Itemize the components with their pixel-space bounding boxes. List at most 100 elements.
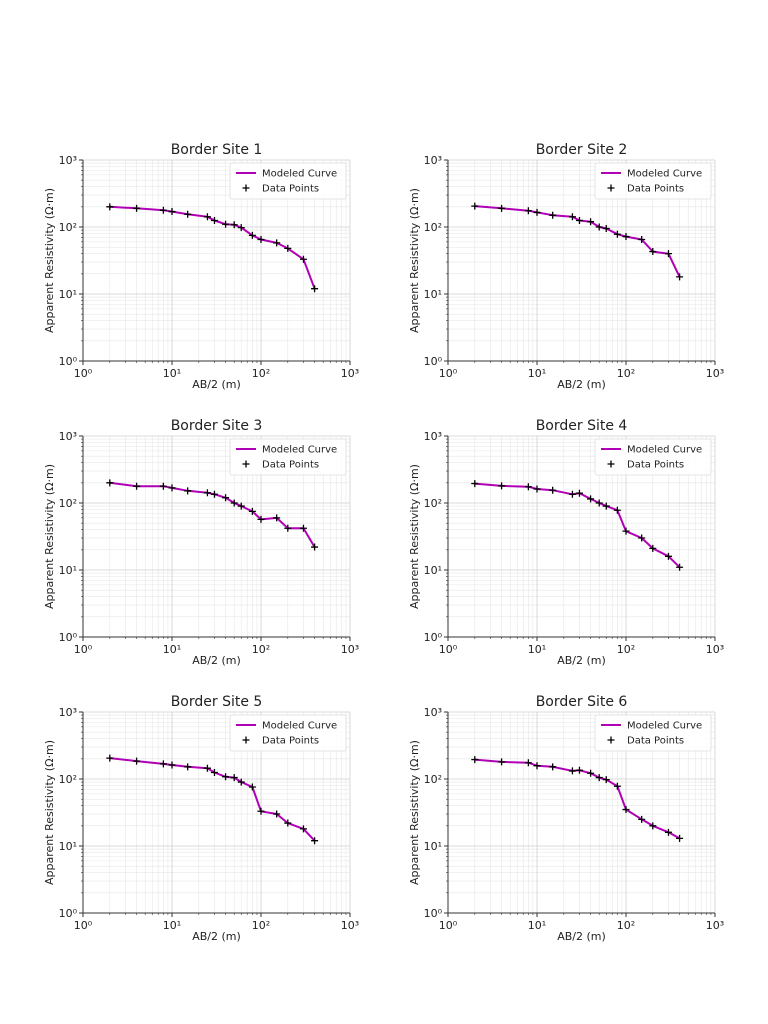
data-point-marker (311, 285, 319, 293)
data-point-marker (159, 206, 167, 214)
data-point-marker (222, 773, 230, 781)
data-point-marker (638, 534, 646, 542)
data-point-marker (575, 489, 583, 497)
y-tick-label: 10³ (59, 430, 77, 443)
x-tick-label: 10² (617, 919, 635, 932)
x-tick-label: 10³ (706, 919, 724, 932)
data-point-marker (676, 273, 684, 281)
modeled-curve-line (474, 482, 681, 568)
data-point-marker (549, 211, 557, 219)
chart-title: Border Site 2 (536, 142, 628, 158)
legend-marker-swatch (607, 184, 615, 192)
legend-box (594, 438, 712, 476)
data-point-marker (595, 499, 603, 507)
y-tick-label: 10⁰ (59, 907, 78, 920)
y-tick-label: 10⁰ (424, 355, 443, 368)
data-point-marker (549, 763, 557, 771)
data-point-marker (284, 819, 292, 827)
data-point-marker (248, 507, 256, 515)
data-point-marker (664, 552, 672, 560)
legend-label-modeled: Modeled Curve (627, 721, 702, 732)
data-point-marker (133, 204, 141, 212)
x-tick-label: 10¹ (163, 367, 181, 380)
x-axis-label: AB/2 (m) (192, 378, 241, 391)
y-tick-label: 10¹ (59, 840, 77, 853)
legend-label-data: Data Points (627, 460, 684, 471)
chart-panel-2: 10⁰ 10¹ 10² 10³ 10⁰ 10¹ 10² 10³ Border Site 2 AB/… (408, 142, 724, 391)
y-tick-label: 10³ (424, 430, 442, 443)
data-point-marker (284, 244, 292, 252)
data-point-marker (676, 834, 684, 842)
legend-label-modeled: Modeled Curve (262, 721, 337, 732)
y-tick-label: 10³ (424, 706, 442, 719)
data-point-marker (568, 767, 576, 775)
legend-label-data: Data Points (627, 184, 684, 195)
x-tick-label: 10² (252, 367, 270, 380)
data-point-marker (622, 233, 630, 241)
x-tick-label: 10⁰ (74, 643, 93, 656)
legend-label-data: Data Points (627, 736, 684, 747)
data-point-marker (638, 815, 646, 823)
chart-title: Border Site 3 (171, 418, 263, 434)
chart-title: Border Site 6 (536, 694, 628, 710)
modeled-curve-line (474, 205, 681, 278)
legend-marker-swatch (242, 736, 250, 744)
data-point-marker (622, 527, 630, 535)
x-tick-label: 10⁰ (439, 643, 458, 656)
modeled-curve-line (474, 758, 681, 840)
data-point-marker (602, 776, 610, 784)
legend-box (594, 714, 712, 752)
y-tick-label: 10² (59, 497, 77, 510)
y-tick-label: 10² (59, 221, 77, 234)
chart-title: Border Site 1 (171, 142, 263, 158)
x-tick-label: 10¹ (528, 643, 546, 656)
y-tick-label: 10³ (424, 154, 442, 167)
x-tick-label: 10⁰ (439, 367, 458, 380)
y-axis-label: Apparent Resistivity (Ω·m) (43, 188, 56, 333)
data-point-marker (664, 250, 672, 258)
modeled-curve-line (109, 205, 316, 290)
x-tick-label: 10² (617, 643, 635, 656)
data-point-marker (613, 506, 621, 514)
data-point-marker (602, 224, 610, 232)
data-point-marker (230, 774, 238, 782)
x-tick-label: 10⁰ (74, 367, 93, 380)
data-point-marker (273, 239, 281, 247)
chart-panel-5: 10⁰ 10¹ 10² 10³ 10⁰ 10¹ 10² 10³ Border Site 5 AB/… (43, 694, 359, 943)
data-point-marker (284, 524, 292, 532)
data-point-marker (549, 486, 557, 494)
legend-marker-swatch (607, 460, 615, 468)
data-point-marker (210, 490, 218, 498)
chart-title: Border Site 4 (536, 418, 628, 434)
y-axis-label: Apparent Resistivity (Ω·m) (43, 740, 56, 885)
data-point-marker (311, 837, 319, 845)
chart-panel-6: 10⁰ 10¹ 10² 10³ 10⁰ 10¹ 10² 10³ Border Site 6 AB/… (408, 694, 724, 943)
x-tick-label: 10⁰ (74, 919, 93, 932)
data-point-marker (498, 758, 506, 766)
data-point-marker (638, 236, 646, 244)
y-tick-label: 10¹ (424, 288, 442, 301)
y-axis-label: Apparent Resistivity (Ω·m) (43, 464, 56, 609)
data-point-marker (299, 524, 307, 532)
legend-box (229, 714, 347, 752)
legend-marker-swatch (242, 460, 250, 468)
legend-box (594, 162, 712, 200)
x-tick-label: 10³ (706, 367, 724, 380)
data-point-marker (602, 502, 610, 510)
data-point-marker (498, 482, 506, 490)
data-point-marker (587, 218, 595, 226)
y-tick-label: 10⁰ (59, 355, 78, 368)
chart-panel-4: 10⁰ 10¹ 10² 10³ 10⁰ 10¹ 10² 10³ Border Site 4 AB/… (408, 418, 724, 667)
y-axis-label: Apparent Resistivity (Ω·m) (408, 464, 421, 609)
data-point-marker (237, 502, 245, 510)
x-axis-label: AB/2 (m) (557, 930, 606, 943)
data-point-marker (248, 231, 256, 239)
x-tick-label: 10³ (341, 367, 359, 380)
data-point-marker (575, 766, 583, 774)
data-point-marker (664, 828, 672, 836)
x-tick-label: 10¹ (528, 919, 546, 932)
chart-panel-1: 10⁰ 10¹ 10² 10³ 10⁰ 10¹ 10² 10³ Border Site 1 AB/… (43, 142, 359, 391)
data-point-marker (133, 482, 141, 490)
data-point-marker (203, 764, 211, 772)
x-tick-label: 10¹ (163, 919, 181, 932)
